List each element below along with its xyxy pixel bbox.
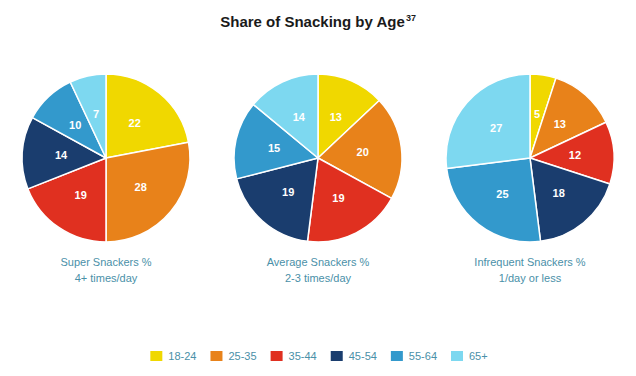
svg-text:14: 14 [293, 111, 306, 123]
svg-text:25: 25 [496, 188, 508, 200]
svg-text:25-35: 25-35 [228, 350, 256, 362]
svg-text:4+ times/day: 4+ times/day [75, 272, 138, 284]
svg-text:Infrequent Snackers %: Infrequent Snackers % [474, 256, 586, 268]
svg-text:28: 28 [135, 181, 147, 193]
svg-text:12: 12 [569, 149, 581, 161]
svg-text:13: 13 [330, 111, 342, 123]
svg-text:22: 22 [129, 117, 141, 129]
svg-text:27: 27 [490, 122, 502, 134]
svg-text:15: 15 [268, 142, 280, 154]
svg-text:10: 10 [69, 119, 81, 131]
svg-text:5: 5 [534, 108, 540, 120]
svg-text:Average Snackers %: Average Snackers % [267, 256, 370, 268]
svg-text:45-54: 45-54 [349, 350, 377, 362]
svg-text:18-24: 18-24 [168, 350, 196, 362]
svg-text:19: 19 [332, 192, 344, 204]
svg-text:2-3 times/day: 2-3 times/day [285, 272, 352, 284]
svg-text:Share of Snacking by Age: Share of Snacking by Age [220, 13, 405, 30]
svg-text:19: 19 [282, 186, 294, 198]
svg-text:14: 14 [55, 149, 68, 161]
svg-text:65+: 65+ [469, 350, 488, 362]
svg-text:13: 13 [554, 118, 566, 130]
svg-text:35-44: 35-44 [289, 350, 317, 362]
svg-text:55-64: 55-64 [409, 350, 437, 362]
svg-text:18: 18 [553, 187, 565, 199]
svg-text:19: 19 [75, 189, 87, 201]
svg-text:1/day or less: 1/day or less [499, 272, 562, 284]
svg-text:Super Snackers %: Super Snackers % [60, 256, 151, 268]
svg-text:7: 7 [93, 108, 99, 120]
svg-text:37: 37 [406, 13, 416, 23]
svg-text:20: 20 [357, 146, 369, 158]
